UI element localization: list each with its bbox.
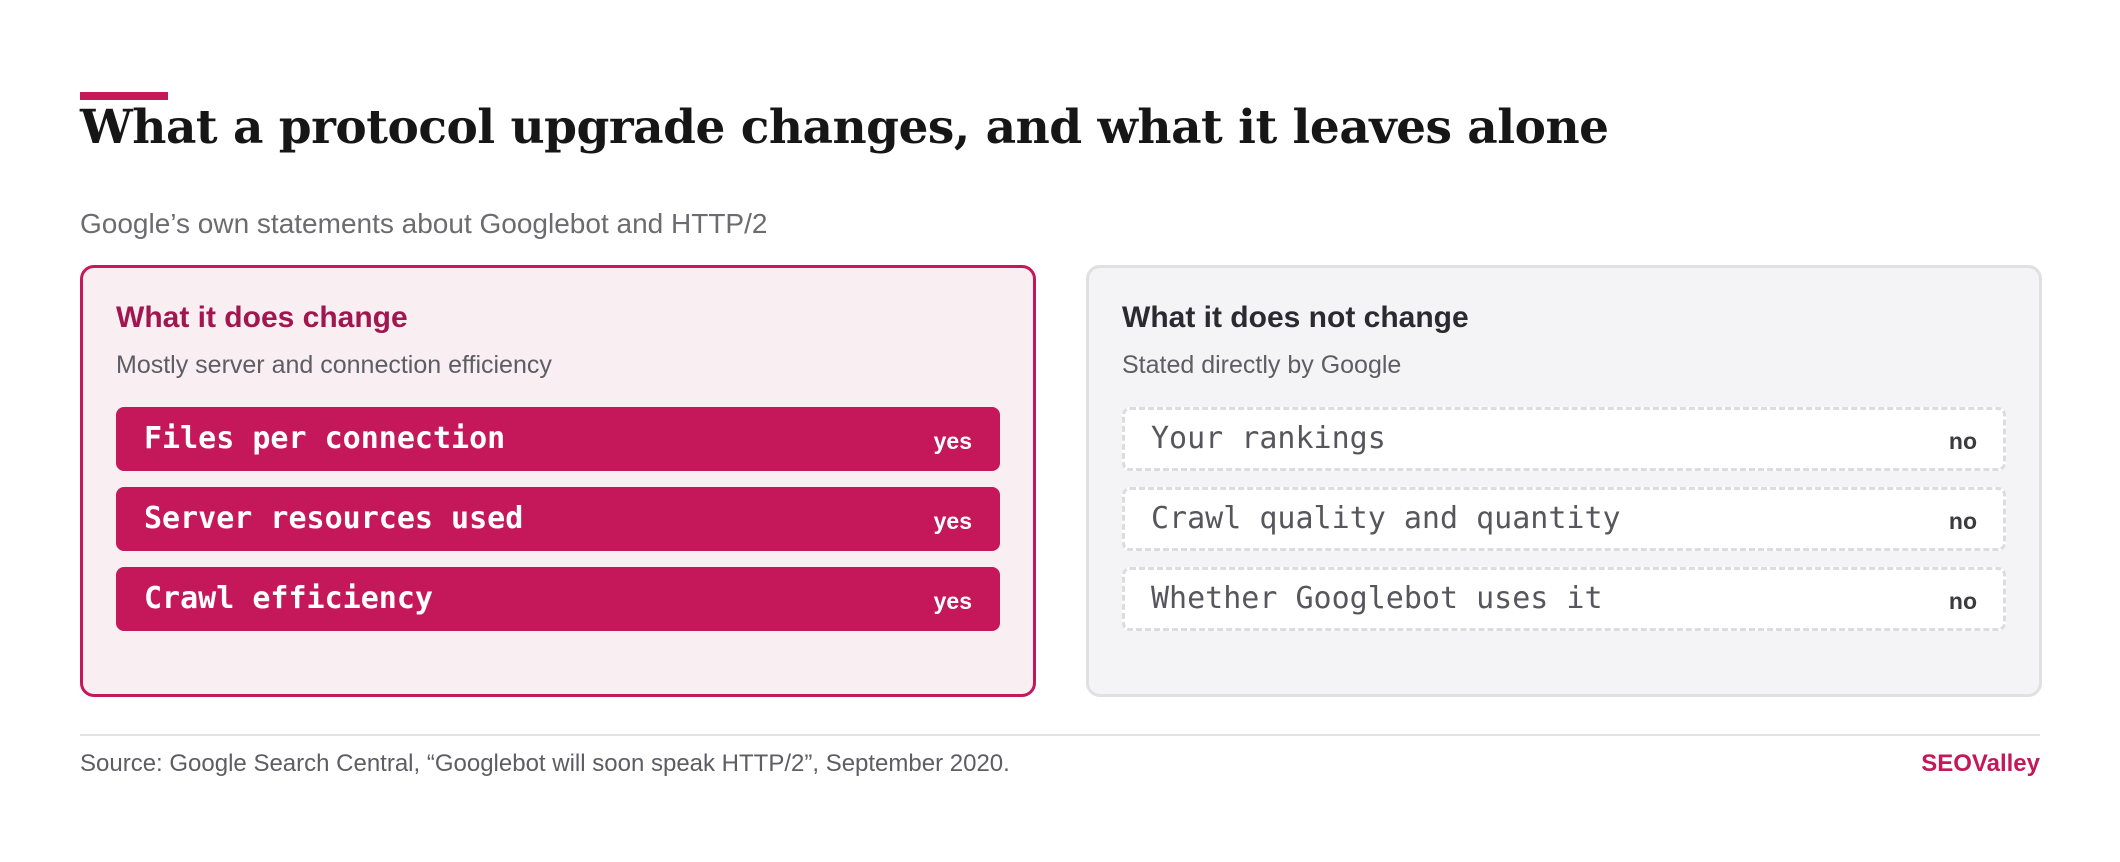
footer-divider xyxy=(80,734,2040,736)
unchanged-list: Your rankings no Crawl quality and quant… xyxy=(1122,407,2006,647)
change-item-label: Files per connection xyxy=(144,421,506,456)
unchanged-item-label: Your rankings xyxy=(1151,421,1386,456)
changes-note: Mostly server and connection efficiency xyxy=(116,351,552,379)
unchanged-item-status: no xyxy=(1948,508,1977,534)
change-item: Files per connection yes xyxy=(116,407,1000,471)
change-item-status: yes xyxy=(933,428,972,454)
change-item-status: yes xyxy=(933,508,972,534)
unchanged-item-status: no xyxy=(1948,428,1977,454)
changes-list: Files per connection yes Server resource… xyxy=(116,407,1000,647)
unchanged-item: Crawl quality and quantity no xyxy=(1122,487,2006,551)
unchanged-item-label: Whether Googlebot uses it xyxy=(1151,581,1603,616)
unchanged-panel: What it does not change Stated directly … xyxy=(1086,265,2042,697)
changes-heading: What it does change xyxy=(116,301,408,334)
brand-logo: SEOValley xyxy=(1921,750,2040,777)
unchanged-item-status: no xyxy=(1948,588,1977,614)
unchanged-item: Whether Googlebot uses it no xyxy=(1122,567,2006,631)
unchanged-heading: What it does not change xyxy=(1122,301,1469,334)
source-note: Source: Google Search Central, “Googlebo… xyxy=(80,750,1010,777)
changes-panel: What it does change Mostly server and co… xyxy=(80,265,1036,697)
change-item-label: Crawl efficiency xyxy=(144,581,433,616)
unchanged-item-label: Crawl quality and quantity xyxy=(1151,501,1621,536)
infographic: What a protocol upgrade changes, and wha… xyxy=(80,0,2042,862)
unchanged-note: Stated directly by Google xyxy=(1122,351,1402,379)
change-item-label: Server resources used xyxy=(144,501,524,536)
unchanged-item: Your rankings no xyxy=(1122,407,2006,471)
page-title: What a protocol upgrade changes, and wha… xyxy=(80,100,1609,155)
change-item: Server resources used yes xyxy=(116,487,1000,551)
page-subtitle: Google’s own statements about Googlebot … xyxy=(80,208,768,239)
title-accent-bar xyxy=(80,92,168,100)
change-item-status: yes xyxy=(933,588,972,614)
change-item: Crawl efficiency yes xyxy=(116,567,1000,631)
